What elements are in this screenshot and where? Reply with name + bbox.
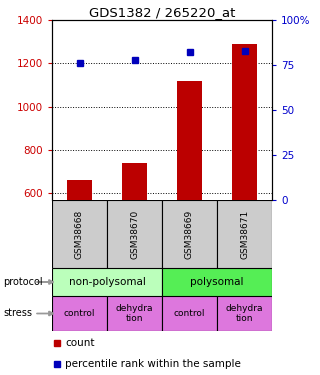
Title: GDS1382 / 265220_at: GDS1382 / 265220_at bbox=[89, 6, 235, 19]
Text: non-polysomal: non-polysomal bbox=[68, 277, 145, 287]
Bar bbox=[107, 296, 162, 331]
Bar bbox=[232, 44, 257, 200]
Text: GSM38669: GSM38669 bbox=[185, 209, 194, 259]
Bar bbox=[217, 296, 272, 331]
Bar bbox=[52, 200, 107, 268]
Text: GSM38670: GSM38670 bbox=[130, 209, 139, 259]
Text: GSM38671: GSM38671 bbox=[240, 209, 249, 259]
Text: control: control bbox=[64, 309, 95, 318]
Bar bbox=[52, 296, 107, 331]
Bar bbox=[162, 296, 217, 331]
Text: GSM38668: GSM38668 bbox=[75, 209, 84, 259]
Text: dehydra
tion: dehydra tion bbox=[116, 304, 153, 323]
Text: polysomal: polysomal bbox=[190, 277, 244, 287]
Bar bbox=[162, 268, 272, 296]
Text: protocol: protocol bbox=[3, 277, 43, 287]
Text: percentile rank within the sample: percentile rank within the sample bbox=[65, 359, 241, 369]
Text: count: count bbox=[65, 338, 94, 348]
Bar bbox=[122, 163, 147, 200]
Text: stress: stress bbox=[3, 309, 32, 318]
Bar bbox=[67, 180, 92, 200]
Bar bbox=[52, 268, 162, 296]
Bar bbox=[162, 200, 217, 268]
Bar bbox=[217, 200, 272, 268]
Text: dehydra
tion: dehydra tion bbox=[226, 304, 263, 323]
Bar bbox=[177, 81, 202, 200]
Text: control: control bbox=[174, 309, 205, 318]
Bar bbox=[107, 200, 162, 268]
